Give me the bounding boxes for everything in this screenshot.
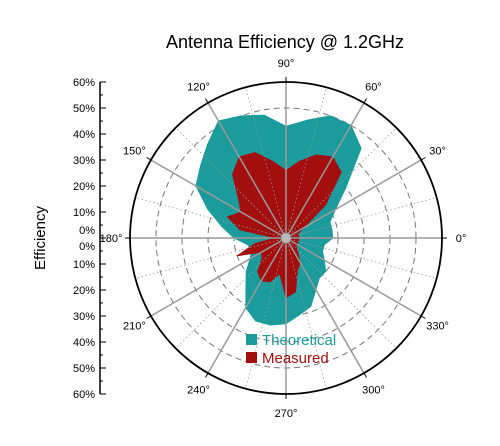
major-spoke <box>150 159 287 239</box>
angle-label-30: 30° <box>429 146 446 158</box>
angle-label-330: 330° <box>426 321 449 333</box>
scale-tick-label: 20% <box>73 181 95 193</box>
scale-tick-label: 60% <box>73 77 95 89</box>
scale-tick-label: 40% <box>73 129 95 141</box>
major-spoke <box>285 102 365 239</box>
major-spoke <box>207 102 287 239</box>
scale-tick-label: 10% <box>73 207 95 219</box>
scale-tick-label: 0% <box>79 241 95 253</box>
angle-label-0: 0° <box>456 233 467 245</box>
scale-tick-label: 50% <box>73 103 95 115</box>
scale-tick-label: 50% <box>73 363 95 375</box>
legend-swatch-theoretical <box>246 334 257 345</box>
outer-ring <box>129 81 443 395</box>
radial-scale-axis: 0% 0% 10% 10% 20% 20% 30% 30% 40% 40% 50% 50% 60% 60% <box>73 77 106 401</box>
angle-label-60: 60° <box>365 81 382 93</box>
legend-label-measured: Measured <box>262 350 329 367</box>
scale-tick-label: 30% <box>73 155 95 167</box>
major-spoke <box>285 237 365 374</box>
angle-label-270: 270° <box>275 408 298 420</box>
scale-tick-label: 0% <box>79 225 95 237</box>
angle-label-120: 120° <box>187 81 210 93</box>
angle-label-210: 210° <box>123 321 146 333</box>
center-hub <box>280 232 292 244</box>
chart-title: Antenna Efficiency @ 1.2GHz <box>166 32 404 52</box>
angle-label-150: 150° <box>123 146 146 158</box>
angle-labels: 0° 30° 60° 90° 120° 150° 180° 210° 240° 270° 300° 3… <box>100 58 467 420</box>
major-spoke <box>285 237 422 317</box>
scale-tick-label: 60% <box>73 389 95 401</box>
scale-tick-label: 10% <box>73 259 95 271</box>
polar-spokes <box>125 77 447 399</box>
legend-swatch-measured <box>246 352 257 363</box>
angle-label-240: 240° <box>187 385 210 397</box>
major-spoke <box>150 237 287 317</box>
angle-label-90: 90° <box>278 58 295 70</box>
legend-label-theoretical: Theoretical <box>262 332 336 349</box>
major-spoke <box>285 159 422 239</box>
angle-label-300: 300° <box>362 385 385 397</box>
y-axis-label: Efficiency <box>32 206 49 270</box>
scale-tick-label: 40% <box>73 337 95 349</box>
scale-tick-label: 30% <box>73 311 95 323</box>
major-spoke <box>207 237 287 374</box>
scale-tick-label: 20% <box>73 285 95 297</box>
angle-label-180: 180° <box>100 233 123 245</box>
